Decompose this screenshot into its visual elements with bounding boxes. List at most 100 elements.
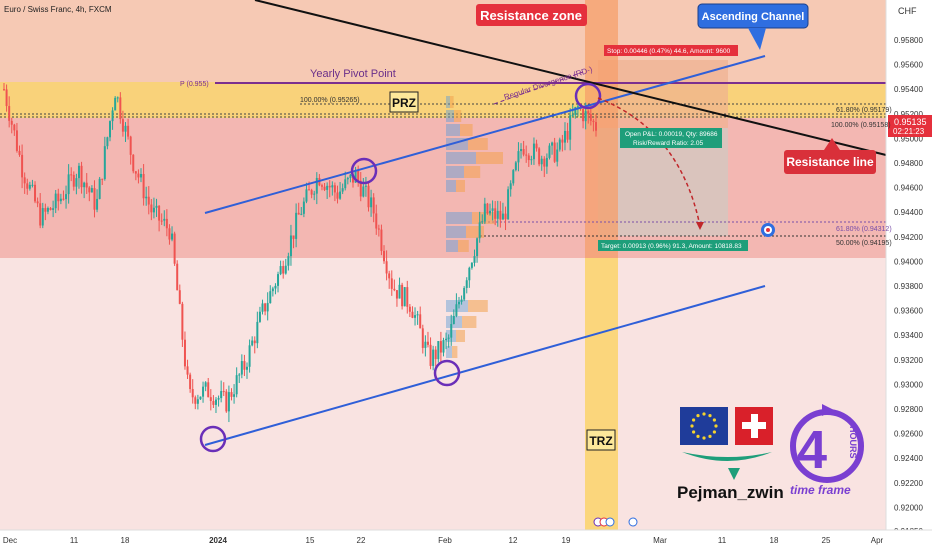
candle-body: [15, 130, 18, 151]
resistance-column-top: [585, 0, 618, 258]
candle-body: [150, 204, 153, 213]
volume-profile-bar: [462, 316, 477, 328]
candle-body: [300, 213, 303, 215]
touch-circle-1: [199, 425, 227, 453]
candle-body: [566, 130, 569, 140]
price-tick-label: 0.93200: [894, 356, 923, 365]
candle-body: [152, 207, 155, 213]
candle-body: [54, 193, 57, 209]
candle-body: [111, 110, 114, 122]
time-tick-label: 18: [121, 536, 130, 545]
candle-body: [460, 299, 463, 302]
candle-body: [96, 198, 99, 210]
candle-body: [305, 189, 308, 202]
candle-body: [235, 375, 238, 395]
candle-body: [538, 148, 541, 165]
event-markers[interactable]: [593, 517, 638, 527]
svg-text:Stop: 0.00446 (0.47%) 44.6, Am: Stop: 0.00446 (0.47%) 44.6, Amount: 9600: [607, 48, 731, 55]
candle-body: [119, 97, 122, 120]
chart-title: Euro / Swiss Franc, 4h, FXCM: [4, 5, 112, 14]
candle-body: [248, 345, 251, 367]
candle-body: [258, 311, 261, 322]
candle-body: [447, 337, 450, 339]
candle-body: [362, 186, 365, 197]
candle-body: [176, 263, 179, 291]
price-axis[interactable]: [886, 0, 932, 530]
candle-body: [171, 233, 174, 240]
open-pl-label[interactable]: Open P&L: 0.00019, Qty: 89686 Risk/Rewar…: [620, 128, 722, 148]
candle-body: [450, 323, 453, 338]
trz-label[interactable]: TRZ: [586, 429, 616, 451]
lower-zone: [0, 258, 886, 530]
candle-body: [31, 184, 34, 186]
ascending-channel-label[interactable]: Ascending Channel: [697, 3, 809, 29]
candle-body: [359, 180, 362, 197]
candle-body: [23, 177, 26, 184]
candle-body: [243, 361, 246, 370]
resistance-zone-label[interactable]: Resistance zone: [476, 4, 587, 26]
candle-body: [463, 287, 466, 300]
target-label[interactable]: Target: 0.00913 (0.96%) 91.3, Amount: 10…: [598, 240, 748, 251]
candle-body: [512, 170, 515, 184]
svg-text:Resistance zone: Resistance zone: [480, 8, 582, 23]
candle-body: [509, 183, 512, 190]
channel-upper-line[interactable]: [204, 55, 766, 214]
candle-body: [375, 213, 378, 229]
resistance-line-label[interactable]: Resistance line: [784, 150, 876, 174]
candle-body: [292, 235, 295, 239]
candle-body: [432, 349, 435, 366]
candle-body: [207, 382, 210, 398]
candle-body: [225, 391, 228, 412]
svg-text:Ascending Channel: Ascending Channel: [702, 11, 805, 23]
candle-body: [59, 198, 62, 202]
candle-body: [191, 389, 194, 398]
prz-label[interactable]: PRZ: [389, 91, 419, 113]
pivot-price-label: P (0.955): [180, 81, 209, 88]
time-tick-label: Apr: [871, 536, 884, 545]
volume-profile-bar: [450, 96, 454, 108]
candle-body: [370, 197, 373, 208]
candle-body: [13, 124, 16, 131]
time-axis[interactable]: [0, 530, 932, 550]
candle-body: [137, 173, 140, 178]
candle-body: [416, 314, 419, 316]
candle-body: [592, 120, 595, 123]
svg-text:Open P&L: 0.00019, Qty: 89686: Open P&L: 0.00019, Qty: 89686: [625, 131, 718, 138]
channel-lower-line[interactable]: [204, 285, 766, 446]
price-tick-label: 0.95000: [894, 134, 923, 143]
candle-body: [406, 287, 409, 307]
candle-body: [530, 159, 533, 161]
projection-arrow: [597, 97, 701, 227]
volume-profile-bar: [446, 240, 458, 252]
candle-body: [39, 203, 42, 226]
stop-label[interactable]: Stop: 0.00446 (0.47%) 44.6, Amount: 9600: [604, 45, 738, 56]
candle-body: [341, 188, 344, 192]
candle-body: [202, 386, 205, 397]
candle-body: [189, 374, 192, 390]
candle-body: [8, 106, 11, 121]
price-tick-label: 0.93400: [894, 331, 923, 340]
time-tick-label: 25: [822, 536, 831, 545]
candle-body: [437, 341, 440, 360]
candle-body: [489, 210, 492, 214]
time-tick-label: 15: [306, 536, 315, 545]
candle-body: [269, 291, 272, 304]
candle-body: [320, 185, 323, 187]
candle-body: [26, 183, 29, 189]
candle-body: [522, 149, 525, 155]
candle-body: [393, 288, 396, 291]
touch-circle-4: [574, 82, 602, 110]
candle-body: [313, 193, 316, 195]
svg-text:Pejman_zwin: Pejman_zwin: [677, 483, 784, 502]
candle-body: [326, 185, 329, 190]
candle-body: [77, 165, 80, 179]
resistance-line[interactable]: [254, 0, 887, 156]
candle-body: [75, 178, 78, 187]
candle-body: [103, 146, 106, 180]
candle-body: [212, 401, 215, 405]
candle-body: [346, 177, 349, 180]
price-tick-label: 0.92400: [894, 454, 923, 463]
fib-50-label: 50.00% (0.94195): [836, 240, 892, 247]
candle-body: [351, 174, 354, 183]
